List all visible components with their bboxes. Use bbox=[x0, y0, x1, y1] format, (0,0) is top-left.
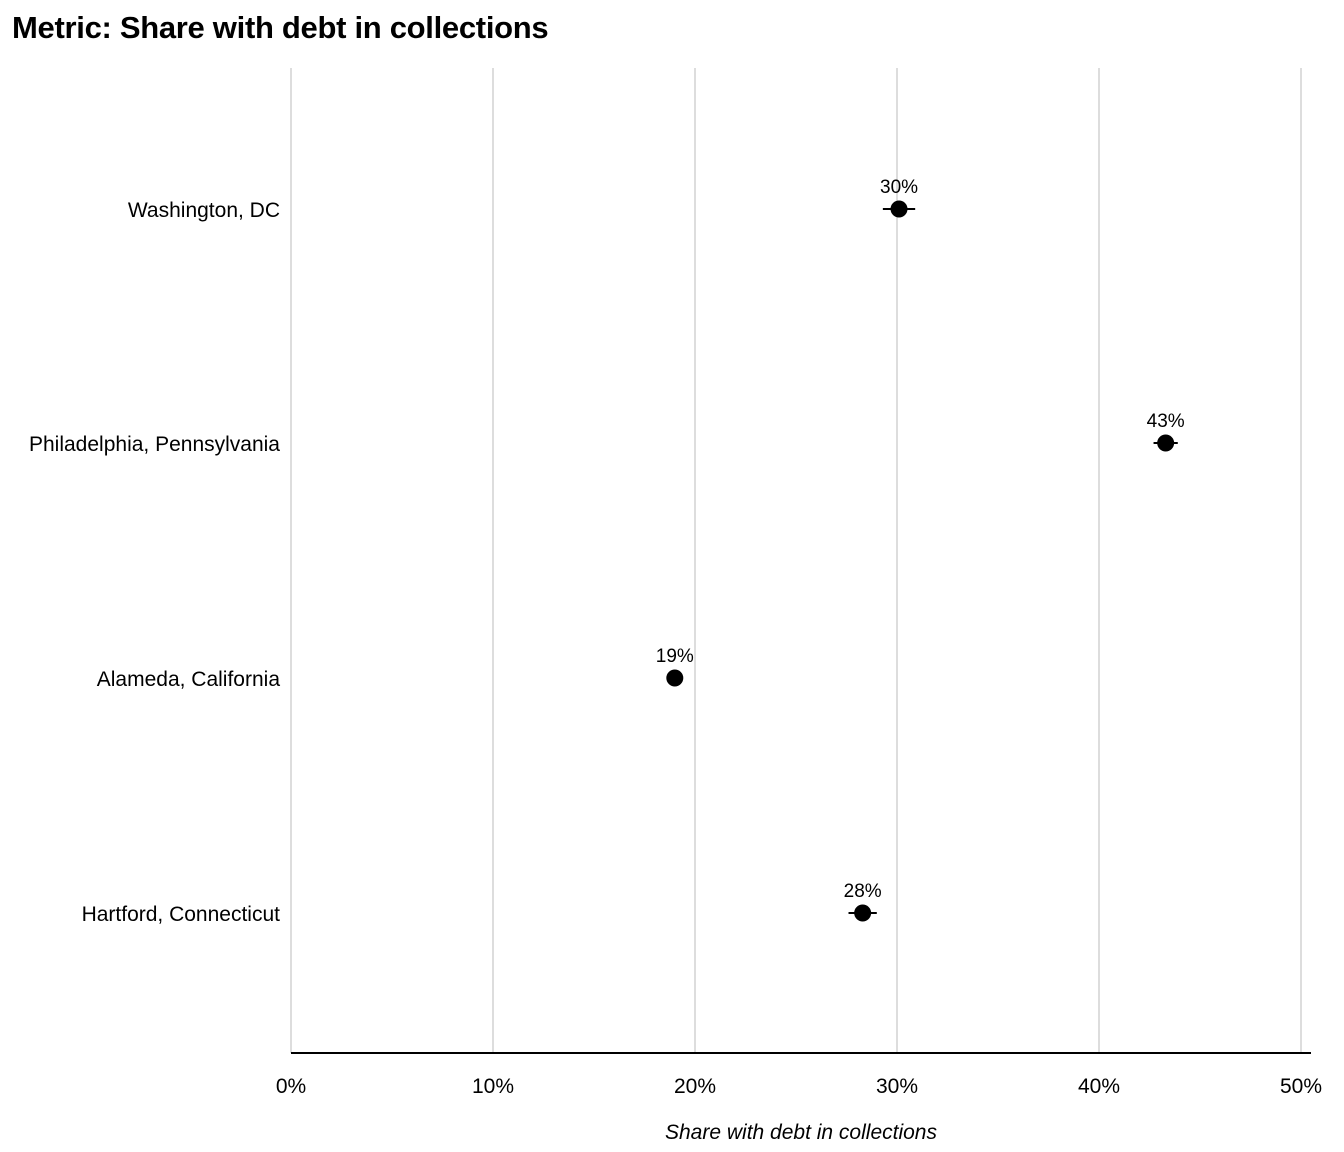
x-axis: 0% 10% 20% 30% 40% 50% bbox=[276, 1052, 1322, 1098]
x-tick-label: 40% bbox=[1078, 1075, 1120, 1098]
x-tick-label: 20% bbox=[674, 1075, 716, 1098]
data-point bbox=[890, 200, 908, 218]
x-tick-label: 10% bbox=[472, 1075, 514, 1098]
category-label: Hartford, Connecticut bbox=[82, 903, 281, 926]
data-point bbox=[854, 904, 872, 922]
category-label: Alameda, California bbox=[97, 668, 281, 691]
data-label: 19% bbox=[656, 646, 694, 667]
data-label: 43% bbox=[1147, 411, 1185, 432]
data-label: 30% bbox=[880, 177, 918, 198]
x-axis-title: Share with debt in collections bbox=[665, 1121, 937, 1144]
chart-title: Metric: Share with debt in collections bbox=[12, 10, 549, 45]
data-point bbox=[1157, 434, 1175, 452]
x-tick-label: 0% bbox=[276, 1075, 306, 1098]
x-tick-label: 50% bbox=[1280, 1075, 1322, 1098]
data-point bbox=[666, 669, 684, 687]
x-tick-label: 30% bbox=[876, 1075, 918, 1098]
category-labels: Washington, DC Philadelphia, Pennsylvania… bbox=[29, 199, 280, 926]
category-label: Philadelphia, Pennsylvania bbox=[29, 433, 280, 456]
data-points: 30% 43% 19% 28% bbox=[656, 177, 1185, 922]
category-label: Washington, DC bbox=[128, 199, 280, 222]
gridlines bbox=[290, 68, 1302, 1053]
data-label: 28% bbox=[844, 881, 882, 902]
